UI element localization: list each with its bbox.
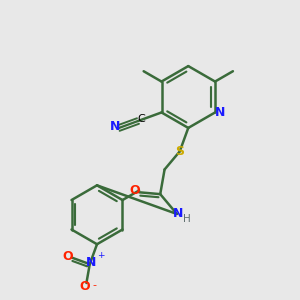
Text: +: + [97,251,105,260]
Text: -: - [92,280,96,290]
Text: N: N [215,106,226,119]
Text: N: N [173,208,184,220]
Text: O: O [80,280,90,293]
Text: S: S [175,145,184,158]
Text: H: H [183,214,191,224]
Text: O: O [62,250,73,262]
Text: O: O [130,184,140,197]
Text: N: N [86,256,96,269]
Text: N: N [110,120,120,134]
Text: C: C [138,114,146,124]
